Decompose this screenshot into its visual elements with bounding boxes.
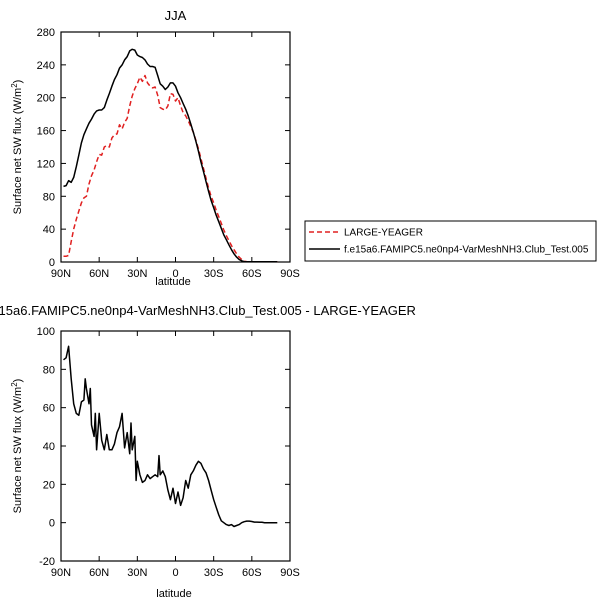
bottom-x-tick-label: 30N	[127, 567, 147, 579]
bottom-plot-frame	[60, 330, 291, 562]
bottom-series-group	[63, 345, 278, 528]
top-x-axis-label: latitude	[155, 276, 190, 288]
bottom-x-tick-label: 30S	[204, 567, 224, 579]
top-y-tick-label: 120	[37, 158, 55, 170]
top-x-tick-label: 60S	[242, 268, 262, 280]
bottom-y-tick-label: -20	[39, 556, 55, 568]
top-chart-title: JJA	[165, 8, 187, 23]
top-y-tick-label: 40	[43, 224, 55, 236]
bottom-x-axis: 90N 60N 30N 0 30S 60S 90S	[51, 331, 300, 579]
bottom-y-tick-label: 100	[37, 326, 55, 338]
top-y-tick-label: 160	[37, 126, 55, 138]
top-x-tick-label: 30S	[204, 268, 224, 280]
legend-label-large-yeager: LARGE-YEAGER	[344, 228, 423, 239]
top-x-tick-label: 60N	[89, 268, 109, 280]
bottom-chart-title: f.e15a6.FAMIPC5.ne0np4-VarMeshNH3.Club_T…	[0, 303, 416, 318]
bottom-x-tick-label: 90S	[280, 567, 300, 579]
top-y-tick-label: 280	[37, 27, 55, 39]
bottom-x-axis-label: latitude	[156, 588, 191, 600]
bottom-panel: f.e15a6.FAMIPC5.ne0np4-VarMeshNH3.Club_T…	[0, 303, 416, 600]
bottom-y-tick-label: 40	[43, 441, 55, 453]
top-x-axis: 90N 60N 30N 0 30S 60S 90S	[51, 32, 300, 280]
top-y-tick-label: 200	[37, 93, 55, 105]
bottom-x-tick-label: 60S	[242, 567, 262, 579]
bottom-x-tick-label: 90N	[51, 567, 71, 579]
top-y-tick-label: 80	[43, 191, 55, 203]
top-y-tick-label: 240	[37, 60, 55, 72]
bottom-y-axis: -20 0 20 40 60 80 100	[37, 326, 290, 568]
bottom-y-tick-label: 60	[43, 403, 55, 415]
bottom-y-tick-label: 0	[49, 518, 55, 530]
top-x-tick-label: 90S	[280, 268, 300, 280]
top-x-tick-label: 90N	[51, 268, 71, 280]
legend-box	[304, 220, 597, 262]
bottom-series-line-0	[63, 345, 278, 528]
top-x-tick-label: 0	[172, 268, 178, 280]
top-series-line-1	[63, 48, 278, 263]
bottom-y-axis-label: Surface net SW flux (W/m2)	[10, 379, 24, 514]
top-y-tick-label: 0	[49, 257, 55, 269]
bottom-x-tick-label: 0	[172, 567, 178, 579]
top-plot-frame	[60, 31, 291, 263]
bottom-x-tick-label: 60N	[89, 567, 109, 579]
top-panel: JJA 0 40 80 120 160 200 240 280 90N 60N 30N 0 30S 60…	[10, 8, 597, 288]
top-x-tick-label: 30N	[127, 268, 147, 280]
top-series-group	[63, 48, 278, 263]
legend: LARGE-YEAGER f.e15a6.FAMIPC5.ne0np4-VarM…	[304, 220, 597, 262]
legend-label-model: f.e15a6.FAMIPC5.ne0np4-VarMeshNH3.Club_T…	[344, 245, 589, 256]
bottom-y-tick-label: 20	[43, 479, 55, 491]
bottom-y-tick-label: 80	[43, 364, 55, 376]
top-y-axis: 0 40 80 120 160 200 240 280	[37, 27, 290, 269]
top-series-line-0	[63, 74, 278, 263]
top-y-axis-label: Surface net SW flux (W/m2)	[10, 80, 24, 215]
